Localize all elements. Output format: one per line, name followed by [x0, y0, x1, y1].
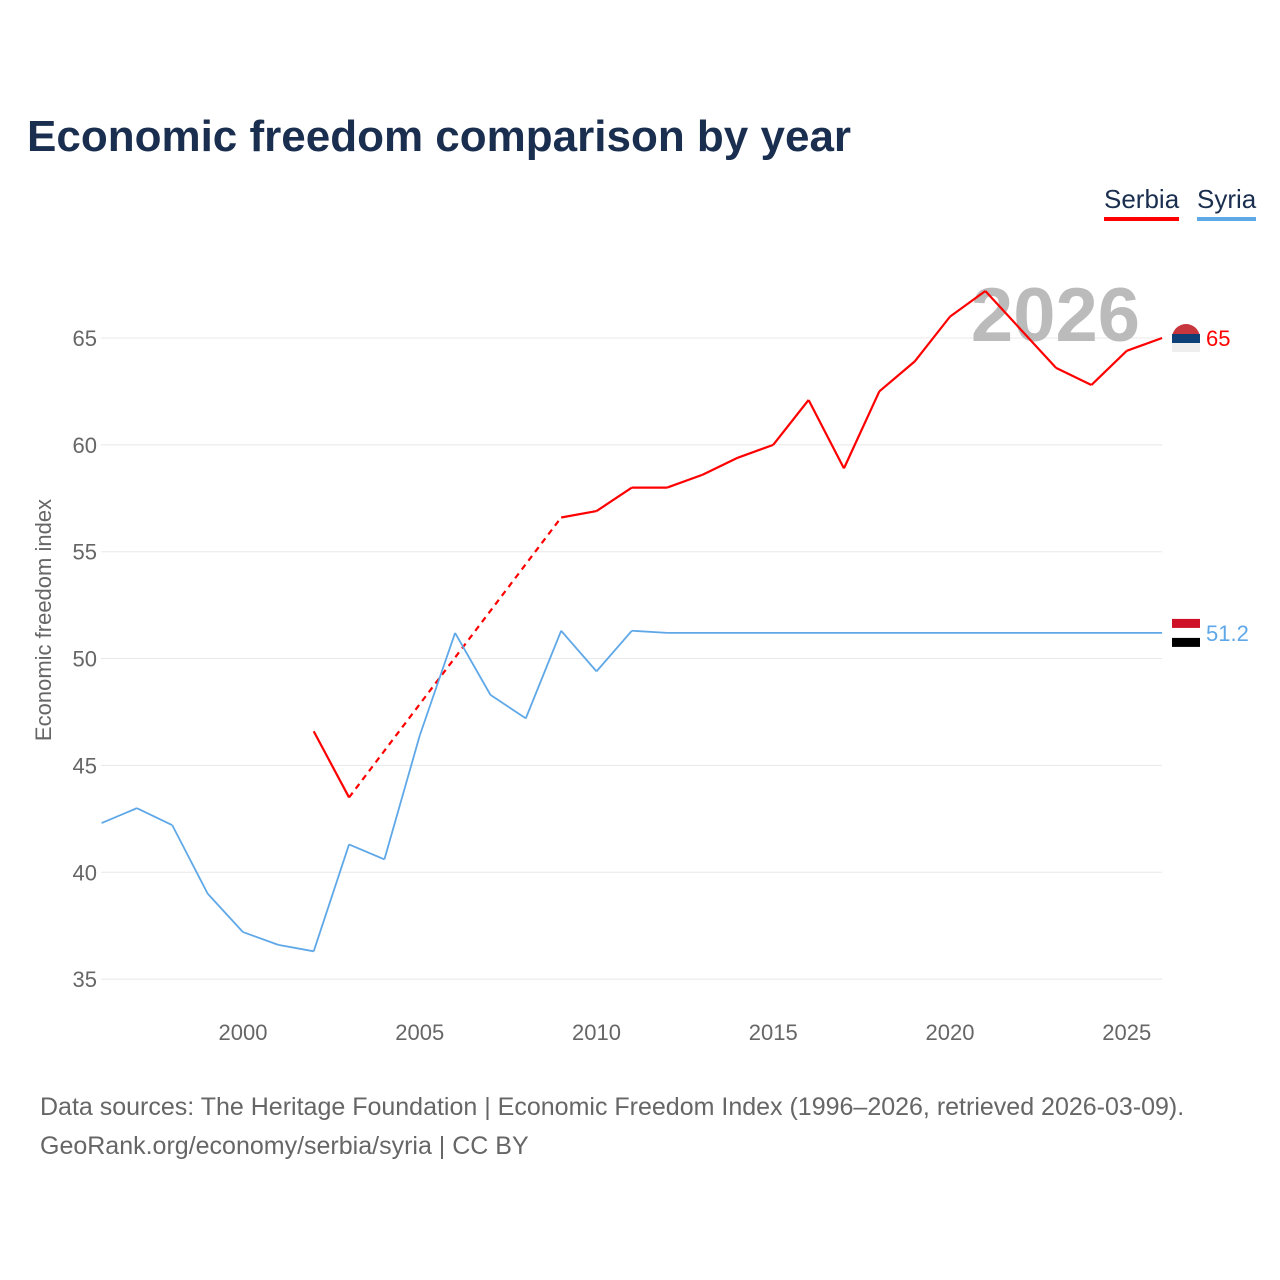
- x-tick-label: 2025: [1102, 1020, 1151, 1045]
- serbia-line-segment: [878, 360, 916, 393]
- serbia-line-segment: [348, 516, 563, 799]
- syria-line-segment: [101, 807, 138, 824]
- syria-line-segment: [631, 629, 668, 634]
- syria-line-segment: [383, 735, 421, 860]
- serbia-line-segment: [1055, 366, 1092, 387]
- syria-line-segment: [206, 893, 244, 933]
- serbia-line-segment: [913, 315, 951, 363]
- syria-line-segment: [454, 632, 492, 696]
- serbia-line-segment: [807, 399, 845, 469]
- flag-stripe: [1172, 334, 1200, 343]
- serbia-line-segment: [842, 390, 881, 469]
- syria-line-segment: [524, 630, 562, 719]
- flag-stripe: [1172, 618, 1200, 628]
- serbia-line-segment: [702, 456, 739, 476]
- syria-line-segment: [348, 843, 385, 861]
- flag-stripe: [1172, 637, 1200, 647]
- legend-serbia[interactable]: Serbia: [1104, 184, 1180, 221]
- y-tick-label: 55: [73, 540, 97, 565]
- y-axis-label: Economic freedom index: [31, 499, 56, 741]
- serbia-line-segment: [1126, 336, 1163, 352]
- year-watermark: 2026: [971, 273, 1140, 358]
- flag-stripe: [1172, 343, 1200, 352]
- syria-line-segment: [278, 944, 314, 953]
- serbia-line-segment: [737, 443, 774, 459]
- footer: Data sources: The Heritage Foundation | …: [40, 1088, 1184, 1166]
- serbia-end-label: 65: [1206, 326, 1230, 351]
- source-text: Data sources: The Heritage Foundation | …: [40, 1093, 1185, 1121]
- syria-line-segment: [595, 630, 633, 672]
- syria-line-segment: [171, 824, 209, 895]
- syria-line-segment: [242, 931, 279, 946]
- serbia-line-segment: [1090, 350, 1128, 386]
- syria-line-segment: [489, 694, 527, 720]
- y-tick-label: 40: [73, 860, 97, 885]
- serbia-line-segment: [666, 473, 703, 489]
- y-tick-label: 35: [73, 967, 97, 992]
- x-tick-label: 2015: [749, 1020, 798, 1045]
- y-tick-label: 60: [73, 433, 97, 458]
- legend-syria[interactable]: Syria: [1197, 184, 1257, 221]
- x-tick-label: 2010: [572, 1020, 621, 1045]
- credit-link[interactable]: GeoRank.org/economy/serbia/syria | CC BY: [40, 1132, 529, 1160]
- x-tick-label: 2000: [219, 1020, 268, 1045]
- syria-line-segment: [312, 844, 350, 952]
- serbia-line-segment: [1019, 328, 1057, 369]
- syria-line-segment: [418, 632, 456, 736]
- chart-title: Economic freedom comparison by year: [27, 112, 852, 161]
- serbia-line-segment: [772, 399, 810, 446]
- x-tick-label: 2020: [926, 1020, 975, 1045]
- serbia-line-segment: [560, 510, 597, 519]
- y-tick-label: 50: [73, 647, 97, 672]
- serbia-line-segment: [984, 290, 1022, 331]
- serbia-line-segment: [595, 486, 633, 513]
- syria-line-segment: [560, 630, 598, 672]
- syria-end-label: 51.2: [1206, 621, 1249, 646]
- syria-line-segment: [136, 807, 173, 827]
- serbia-line-segment: [312, 730, 351, 798]
- x-tick-label: 2005: [395, 1020, 444, 1045]
- y-tick-label: 45: [73, 753, 97, 778]
- serbia-line-segment: [949, 290, 986, 318]
- y-tick-label: 65: [73, 326, 97, 351]
